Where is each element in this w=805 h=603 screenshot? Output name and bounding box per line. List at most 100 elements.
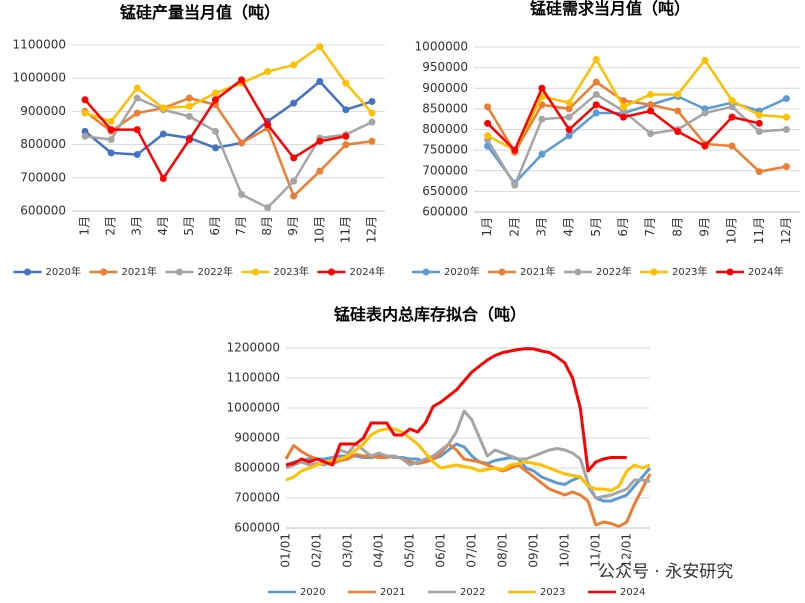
data-point [211,144,219,152]
data-point [316,43,324,51]
x-tick-label: 10/01 [557,533,571,568]
x-tick-label: 02/01 [309,533,323,568]
legend-marker [726,268,734,276]
series-line [84,96,373,198]
legend-marker [422,268,430,276]
series-line [486,58,787,152]
data-point [264,121,272,129]
data-point [728,142,736,150]
data-point [674,128,682,136]
data-point [592,101,600,109]
data-point [647,101,655,109]
legend-label: 2022 [460,587,485,598]
data-point [565,132,573,140]
series-line [84,96,373,209]
y-tick-label: 1200000 [227,341,280,355]
y-tick-label: 650000 [422,184,468,198]
legend-label: 2020年 [46,265,81,278]
legend-label: 2022年 [198,265,233,278]
data-point [290,61,298,69]
data-point [592,90,600,98]
legend-label: 2020年 [444,265,479,278]
data-point [133,109,141,117]
data-point [511,181,519,189]
y-tick-label: 1100000 [13,38,66,52]
x-tick-label: 06/01 [433,533,447,568]
data-point [728,113,736,121]
x-tick-label: 4月 [156,216,170,236]
chart-title: 锰硅表内总库存拟合（吨） [334,305,526,324]
x-tick-label: 2月 [507,217,521,237]
x-tick-label: 7月 [234,216,248,236]
data-point [290,99,298,107]
data-point [81,96,89,104]
data-point [211,96,219,104]
y-tick-label: 950000 [422,60,468,74]
series-line [285,427,651,492]
data-point [565,126,573,133]
data-point [316,167,324,175]
legend-label: 2024年 [350,265,385,278]
data-point [728,103,736,111]
data-point [211,89,219,97]
x-tick-label: 2月 [104,216,118,236]
data-point [619,113,627,121]
legend-marker [252,268,259,276]
y-tick-label: 600000 [234,521,280,535]
data-point [701,142,709,150]
data-point [133,151,141,159]
data-point [484,103,492,111]
data-point [782,126,790,133]
x-tick-label: 6月 [616,217,630,237]
x-tick-label: 10月 [312,216,326,243]
data-point [674,107,682,115]
y-tick-label: 1000000 [415,40,468,54]
data-point [511,146,519,154]
data-point [185,94,193,102]
x-tick-label: 5月 [182,216,196,236]
data-point [159,130,167,138]
series-line [84,80,373,156]
data-point [290,177,298,185]
data-point [782,113,790,121]
data-point [728,97,736,105]
x-tick-label: 01/01 [279,533,293,568]
y-tick-label: 700000 [422,163,468,177]
x-tick-label: 10月 [725,217,739,244]
data-point [133,84,141,92]
data-point [290,192,298,200]
data-point [674,90,682,98]
data-point [647,90,655,98]
data-point [133,94,141,102]
data-point [185,136,193,144]
x-tick-label: 1月 [480,217,494,237]
data-point [782,95,790,103]
x-tick-label: 3月 [534,217,548,237]
data-point [342,79,350,87]
data-point [755,111,763,119]
x-tick-label: 03/01 [340,533,354,568]
legend-marker [498,268,506,276]
data-point [342,141,350,149]
data-point [316,137,324,145]
data-point [107,117,115,125]
data-point [81,132,89,140]
x-tick-label: 6月 [208,216,222,236]
series-line [486,80,787,173]
data-point [592,55,600,63]
data-point [701,109,709,117]
data-point [107,136,115,144]
y-tick-label: 800000 [234,461,280,475]
data-point [316,78,324,86]
y-tick-label: 600000 [20,204,66,218]
legend-label: 2020 [300,587,325,598]
x-tick-label: 9月 [286,216,300,236]
legend-label: 2021年 [520,265,555,278]
y-tick-label: 700000 [20,170,66,184]
x-tick-label: 05/01 [402,533,416,568]
y-tick-label: 700000 [234,491,280,505]
data-point [619,103,627,111]
y-tick-label: 750000 [422,143,468,157]
chart-title: 锰硅需求当月值（吨） [530,0,690,18]
